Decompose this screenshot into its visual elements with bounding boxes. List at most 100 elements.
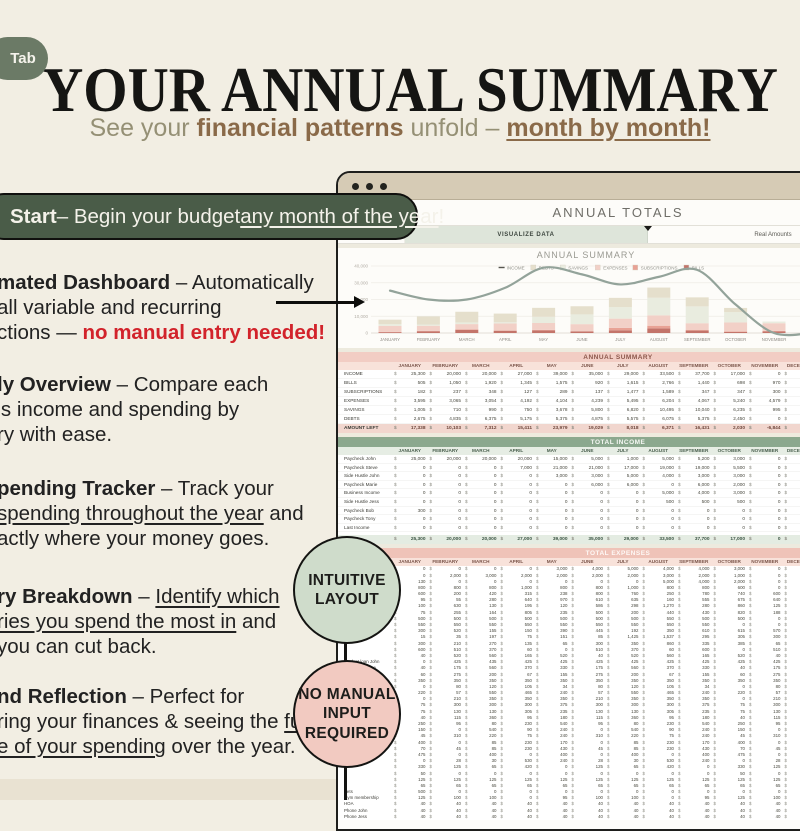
month-header: FEBRUARY: [428, 362, 464, 370]
table-cell: $0: [428, 481, 464, 489]
bar-segment-debts: [609, 298, 632, 307]
table-cell: $40: [392, 814, 428, 820]
bar-segment-expenses: [647, 315, 670, 325]
table-cell: $2,030: [712, 424, 748, 433]
table-cell: $6,235: [712, 406, 748, 414]
y-tick-label: 30,000: [354, 280, 368, 285]
table-cell: $19,000: [641, 464, 677, 472]
window-control-dot[interactable]: [380, 183, 387, 190]
x-tick-label: NOVEMBER: [762, 337, 787, 342]
table-cell: $0: [783, 379, 800, 387]
table-row: Paycheck Marie$0$0$0$0$0$6,000$6,000$0$6…: [338, 481, 800, 490]
table-cell: $5,800: [570, 406, 606, 414]
text-segment: ly Overview: [0, 373, 111, 396]
month-header: FEBRUARY: [428, 447, 464, 455]
table-cell: $0: [605, 498, 641, 506]
table-cell: $0: [783, 507, 800, 515]
text-segment: pending Tracker: [0, 477, 155, 500]
feature-line: ry with ease.: [0, 422, 327, 447]
bar-segment-bills: [686, 331, 709, 333]
window-control-dot[interactable]: [352, 183, 359, 190]
text-segment: e of your spending: [0, 735, 166, 758]
table-cell: $2,000: [712, 481, 748, 489]
tab-visualize-data[interactable]: VISUALIZE DATA: [405, 226, 648, 243]
table-cell: $27,000: [499, 370, 535, 378]
table-cell: $0: [783, 498, 800, 506]
window-control-dot[interactable]: [366, 183, 373, 190]
table-cell: $0: [783, 415, 800, 423]
row-label: Paycheck Bob: [344, 507, 392, 515]
table-cell: $0: [712, 515, 748, 523]
bar-segment-savings: [494, 322, 517, 323]
bar-segment-bills: [647, 328, 670, 333]
table-cell: $0: [783, 370, 800, 378]
table-cell: $0: [783, 814, 800, 820]
badge-line: LAYOUT: [315, 590, 379, 609]
table-cell: $0: [463, 481, 499, 489]
table-cell: $0: [747, 524, 783, 532]
table-cell: $-6,844: [747, 424, 783, 433]
table-cell: $29,000: [605, 370, 641, 378]
table-cell: $17,000: [712, 535, 748, 544]
bar-segment-savings: [647, 298, 670, 316]
bar-segment-subscriptions: [647, 326, 670, 329]
bar-segment-savings: [532, 317, 555, 323]
table-total-row: AMOUNT LEFT$17,338$10,103$7,312$15,411$2…: [338, 424, 800, 433]
table-cell: $0: [712, 524, 748, 532]
table-cell: $0: [392, 498, 428, 506]
arrow-connector-line: [276, 301, 356, 304]
table-cell: $0: [747, 515, 783, 523]
bar-segment-expenses: [417, 326, 440, 331]
table-cell: $0: [570, 507, 606, 515]
bar-segment-subscriptions: [609, 328, 632, 330]
table-cell: $4,875: [570, 415, 606, 423]
month-header: NOVEMBER: [747, 447, 783, 455]
table-cell: $3,065: [428, 397, 464, 405]
text-segment: financial patterns: [197, 114, 404, 142]
table-cell: $0: [605, 507, 641, 515]
table-cell: $0: [641, 507, 677, 515]
table-cell: $0: [570, 524, 606, 532]
text-segment: –: [133, 585, 156, 608]
table-cell: $5,575: [605, 415, 641, 423]
table-cell: $6,204: [641, 397, 677, 405]
table-cell: $6,371: [641, 424, 677, 433]
table-cell: $0: [747, 415, 783, 423]
text-segment: mated Dashboard: [0, 271, 170, 294]
table-cell: $40: [676, 814, 712, 820]
table-cell: $21,000: [570, 464, 606, 472]
table-cell: $0: [499, 472, 535, 480]
feature-line: you can cut back.: [0, 634, 327, 659]
text-segment: – Compare each: [111, 373, 268, 396]
table-cell: $25,300: [392, 370, 428, 378]
table-cell: $6,000: [676, 481, 712, 489]
bar-segment-expenses: [724, 322, 747, 331]
text-segment: – Track your: [155, 477, 274, 500]
table-cell: $23,979: [534, 424, 570, 433]
feature-line: e of your spending over the year.: [0, 734, 327, 759]
text-segment: over the year.: [166, 735, 296, 758]
row-label: Last Income: [344, 524, 392, 532]
month-header: OCTOBER: [712, 558, 748, 566]
table-row: SAVINGS$1,005$710$990$750$3,678$5,800$6,…: [338, 406, 800, 415]
text-segment: ring your finances & seeing the: [0, 710, 284, 733]
table-cell: $0: [747, 481, 783, 489]
tab-real-amounts[interactable]: Real Amounts: [648, 226, 800, 243]
table-cell: $0: [783, 535, 800, 544]
table-cell: $0: [783, 515, 800, 523]
table-cell: $15,411: [499, 424, 535, 433]
row-label: SUBSCRIPTIONS: [344, 388, 392, 396]
table-cell: $40: [641, 814, 677, 820]
text-segment: any month of the year: [240, 205, 438, 229]
table-cell: $3,000: [534, 472, 570, 480]
table-row: SUBSCRIPTIONS$182$237$348$127$289$137$1,…: [338, 388, 800, 397]
table-cell: $6,075: [641, 415, 677, 423]
bar-segment-debts: [494, 314, 517, 323]
month-header: DECEMBER: [783, 447, 800, 455]
table-cell: $3,000: [676, 472, 712, 480]
table-cell: $1,589: [641, 388, 677, 396]
